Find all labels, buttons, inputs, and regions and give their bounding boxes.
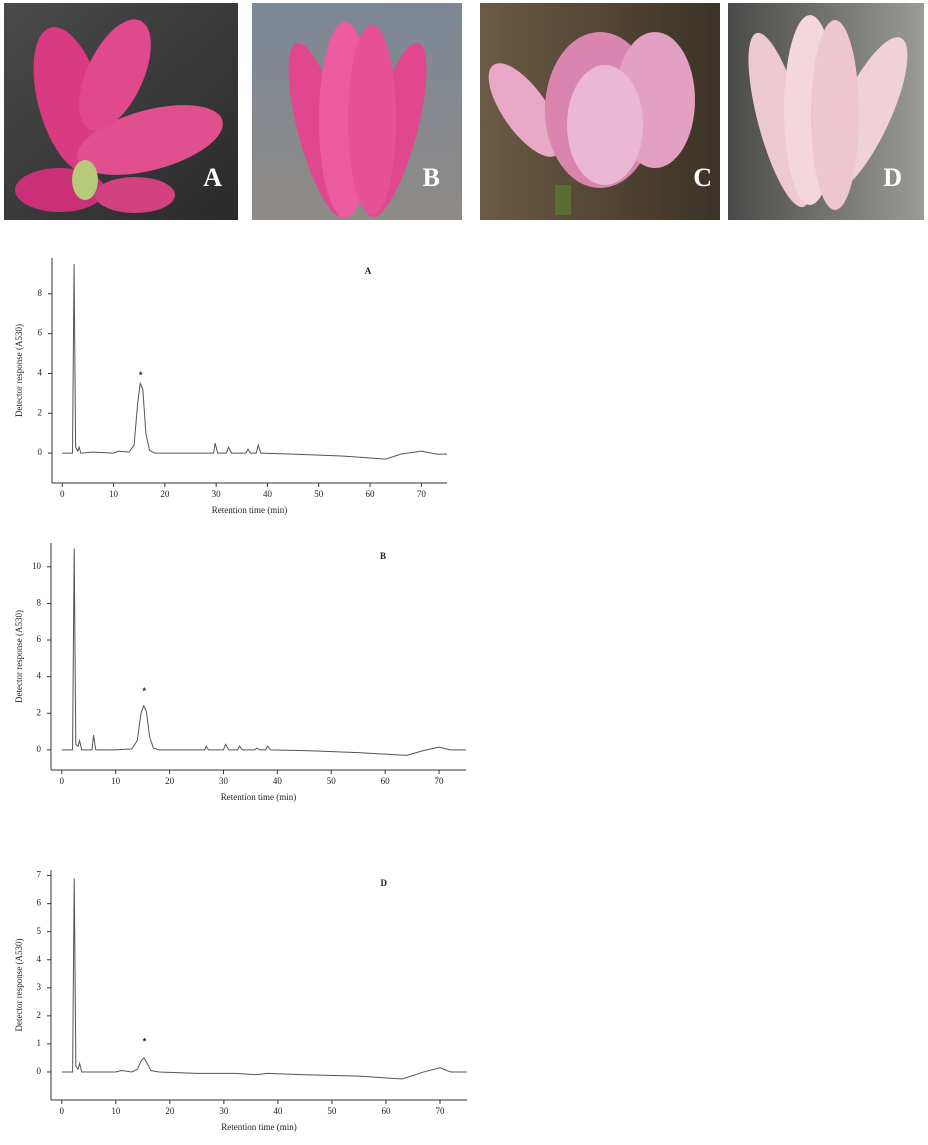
y-tick-label: 6 — [37, 898, 42, 908]
x-tick-label: 50 — [314, 489, 324, 499]
y-tick-label: 8 — [38, 288, 43, 298]
photo-label: D — [883, 163, 902, 192]
x-tick-label: 20 — [165, 776, 175, 786]
x-axis-label: Retention time (min) — [212, 505, 288, 515]
photo-b: B — [252, 3, 462, 223]
y-axis-label: Detector response (A530) — [14, 324, 24, 417]
y-tick-label: 10 — [32, 561, 42, 571]
photo-c: C — [475, 3, 720, 220]
x-tick-label: 0 — [60, 1106, 65, 1116]
figure: A B C D 02468010203040506070ARetention t… — [0, 0, 928, 1145]
photo-a: A — [4, 3, 238, 220]
x-tick-label: 60 — [366, 489, 376, 499]
x-tick-label: 10 — [111, 776, 121, 786]
x-tick-label: 70 — [435, 1106, 445, 1116]
x-tick-label: 10 — [109, 489, 119, 499]
x-tick-label: 60 — [381, 1106, 391, 1116]
y-tick-label: 2 — [38, 407, 43, 417]
x-axis-label: Retention time (min) — [221, 1122, 297, 1132]
y-tick-label: 0 — [38, 447, 43, 457]
peak-marker: * — [142, 686, 146, 696]
x-tick-label: 10 — [111, 1106, 121, 1116]
x-tick-label: 30 — [219, 776, 229, 786]
y-tick-label: 0 — [37, 744, 42, 754]
y-tick-label: 4 — [37, 954, 42, 964]
x-tick-label: 20 — [160, 489, 170, 499]
x-tick-label: 70 — [417, 489, 427, 499]
y-tick-label: 4 — [37, 671, 42, 681]
x-tick-label: 50 — [327, 1106, 337, 1116]
chart-title: B — [380, 551, 386, 561]
x-tick-label: 30 — [212, 489, 222, 499]
x-tick-label: 30 — [219, 1106, 229, 1116]
y-tick-label: 2 — [37, 707, 42, 717]
y-tick-label: 2 — [37, 1010, 42, 1020]
y-tick-label: 6 — [38, 328, 43, 338]
photo-d: D — [728, 3, 924, 220]
x-tick-label: 40 — [273, 1106, 283, 1116]
y-tick-label: 6 — [37, 634, 42, 644]
x-axis-label: Retention time (min) — [221, 792, 297, 802]
chart-title: A — [365, 266, 372, 276]
y-tick-label: 5 — [37, 926, 42, 936]
x-tick-label: 20 — [165, 1106, 175, 1116]
trace — [62, 264, 447, 459]
chart-title: D — [381, 878, 388, 888]
x-tick-label: 50 — [327, 776, 337, 786]
photo-label: C — [693, 163, 712, 192]
trace — [62, 878, 467, 1079]
x-tick-label: 70 — [435, 776, 445, 786]
x-tick-label: 40 — [263, 489, 273, 499]
y-tick-label: 0 — [37, 1066, 42, 1076]
peak-marker: * — [139, 370, 143, 380]
x-tick-label: 60 — [381, 776, 391, 786]
trace — [62, 548, 466, 755]
photo-label: B — [423, 163, 440, 192]
x-tick-label: 40 — [273, 776, 283, 786]
y-axis-label: Detector response (A530) — [14, 939, 24, 1032]
y-tick-label: 4 — [38, 368, 43, 378]
y-tick-label: 3 — [37, 982, 42, 992]
y-tick-label: 1 — [37, 1038, 42, 1048]
x-tick-label: 0 — [60, 489, 65, 499]
y-tick-label: 8 — [37, 597, 42, 607]
peak-marker: * — [143, 1037, 147, 1047]
y-tick-label: 7 — [37, 870, 42, 880]
photo-label: A — [203, 163, 222, 192]
x-tick-label: 0 — [60, 776, 65, 786]
y-axis-label: Detector response (A530) — [14, 610, 24, 703]
